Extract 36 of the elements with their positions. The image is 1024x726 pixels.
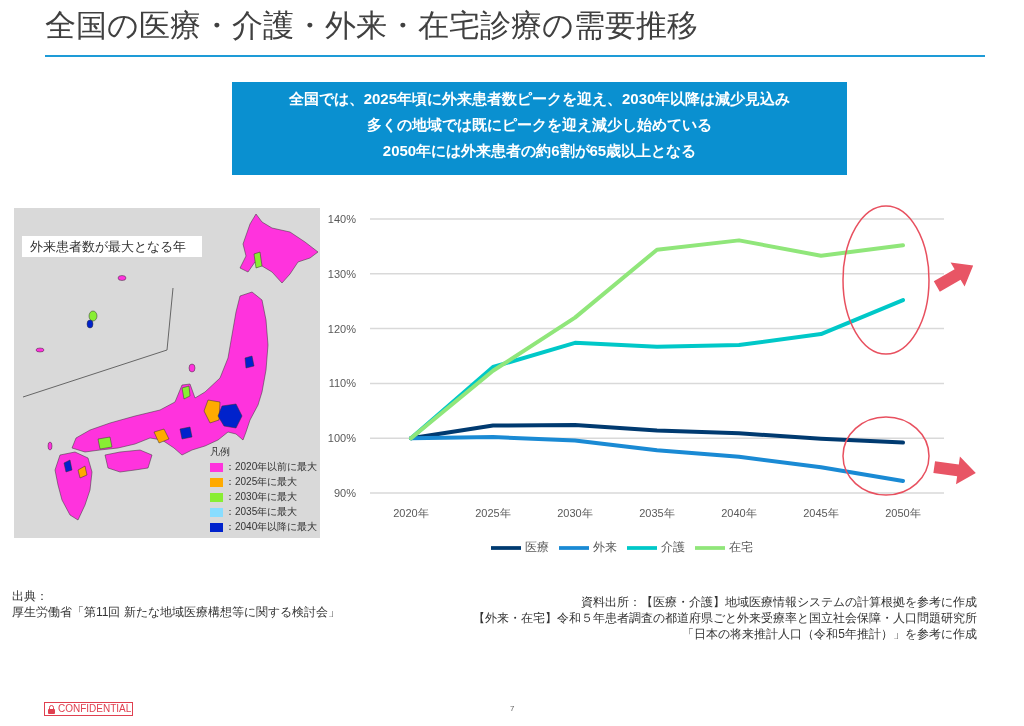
x-tick-label: 2030年 [557,506,593,519]
chart-title: 全国の医療・介護・外来・在宅診療の需要推移 [45,8,698,43]
text: 「日本の将来推計人口（令和5年推計）」を参考に作成 [682,627,977,641]
legend-label: 在宅 [729,540,753,555]
text: ：2030年に最大 [225,491,298,502]
y-tick-label: 130% [327,267,357,280]
y-tick-label: 120% [327,322,357,335]
y-tick-label: 110% [328,377,357,390]
x-tick-label: 2040年 [721,506,757,519]
legend-label: 外来 [593,540,617,555]
x-tick-label: 2035年 [639,506,675,519]
text: ：2040年以降に最大 [225,521,318,532]
text: ：2025年に最大 [225,476,298,487]
text: 凡例 [210,446,230,457]
text: 資料出所：【医療・介護】地域医療情報システムの計算根拠を参考に作成 [581,595,977,609]
y-tick-label: 100% [327,432,357,445]
y-tick-label: 90% [333,486,357,499]
text: 2050年には外来患者の約6割が65歳以上となる [382,142,697,159]
source-note: 出典： [12,589,48,603]
text: 厚生労働省「第11回 新たな地域医療構想等に関する検討会」 [12,605,340,619]
text: 7 [510,704,515,713]
legend-label: 医療 [525,540,549,555]
text: ：2020年以前に最大 [225,461,318,472]
text: CONFIDENTIAL [58,703,132,714]
x-tick-label: 2025年 [475,506,511,519]
legend-label: 介護 [661,540,685,555]
text: 全国では、2025年頃に外来患者数ピークを迎え、2030年以降は減少見込み [288,90,791,107]
line-series [409,238,905,441]
text: 【外来・在宅】令和５年患者調査の都道府県ごと外来受療率と国立社会保障・人口問題研究所 [473,611,977,625]
x-tick-label: 2045年 [803,506,839,519]
y-tick-label: 140% [327,212,357,225]
text: ：2035年に最大 [225,506,298,517]
text: 外来患者数が最大となる年 [30,239,186,254]
x-tick-label: 2050年 [885,506,921,519]
x-tick-label: 2020年 [393,506,429,519]
text: 多くの地域では既にピークを迎え減少し始めている [367,116,712,133]
